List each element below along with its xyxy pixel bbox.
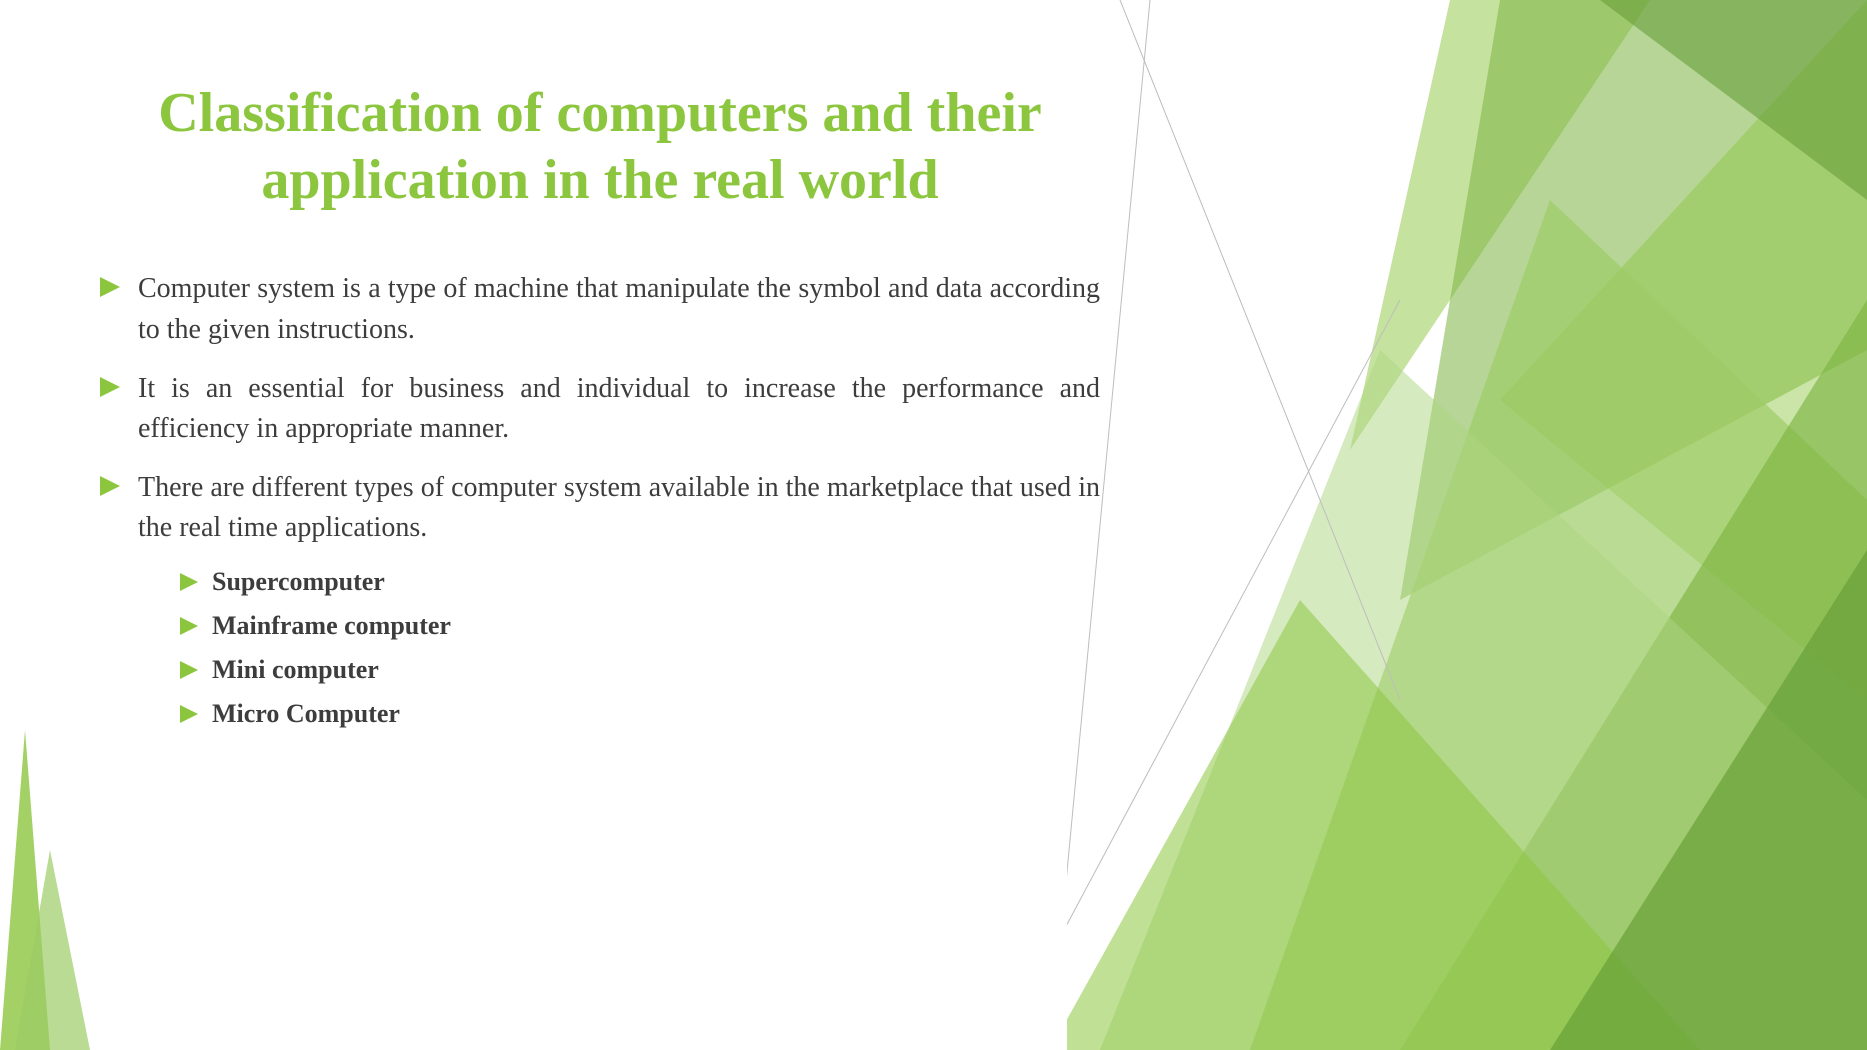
sub-bullet-item: Mainframe computer [180,611,1100,641]
sub-bullet-text: Mainframe computer [212,611,451,641]
bullet-list: Computer system is a type of machine tha… [100,269,1100,549]
bullet-item: There are different types of computer sy… [100,468,1100,549]
sub-bullet-text: Mini computer [212,655,379,685]
bullet-arrow-icon [100,377,120,397]
bullet-arrow-icon [180,617,198,635]
bullet-arrow-icon [180,573,198,591]
sub-bullet-item: Micro Computer [180,699,1100,729]
sub-bullet-text: Micro Computer [212,699,400,729]
bullet-text: Computer system is a type of machine tha… [138,269,1100,350]
bullet-arrow-icon [100,277,120,297]
bullet-item: Computer system is a type of machine tha… [100,269,1100,350]
presentation-slide: Classification of computers and their ap… [0,0,1867,1050]
bullet-arrow-icon [100,476,120,496]
sub-bullet-item: Mini computer [180,655,1100,685]
slide-content: Classification of computers and their ap… [0,0,1200,729]
bullet-arrow-icon [180,661,198,679]
bullet-item: It is an essential for business and indi… [100,369,1100,450]
sub-bullet-list: Supercomputer Mainframe computer Mini comp… [180,567,1100,729]
slide-title: Classification of computers and their ap… [100,80,1100,214]
bullet-text: It is an essential for business and indi… [138,369,1100,450]
bullet-arrow-icon [180,705,198,723]
sub-bullet-text: Supercomputer [212,567,385,597]
sub-bullet-item: Supercomputer [180,567,1100,597]
bullet-text: There are different types of computer sy… [138,468,1100,549]
